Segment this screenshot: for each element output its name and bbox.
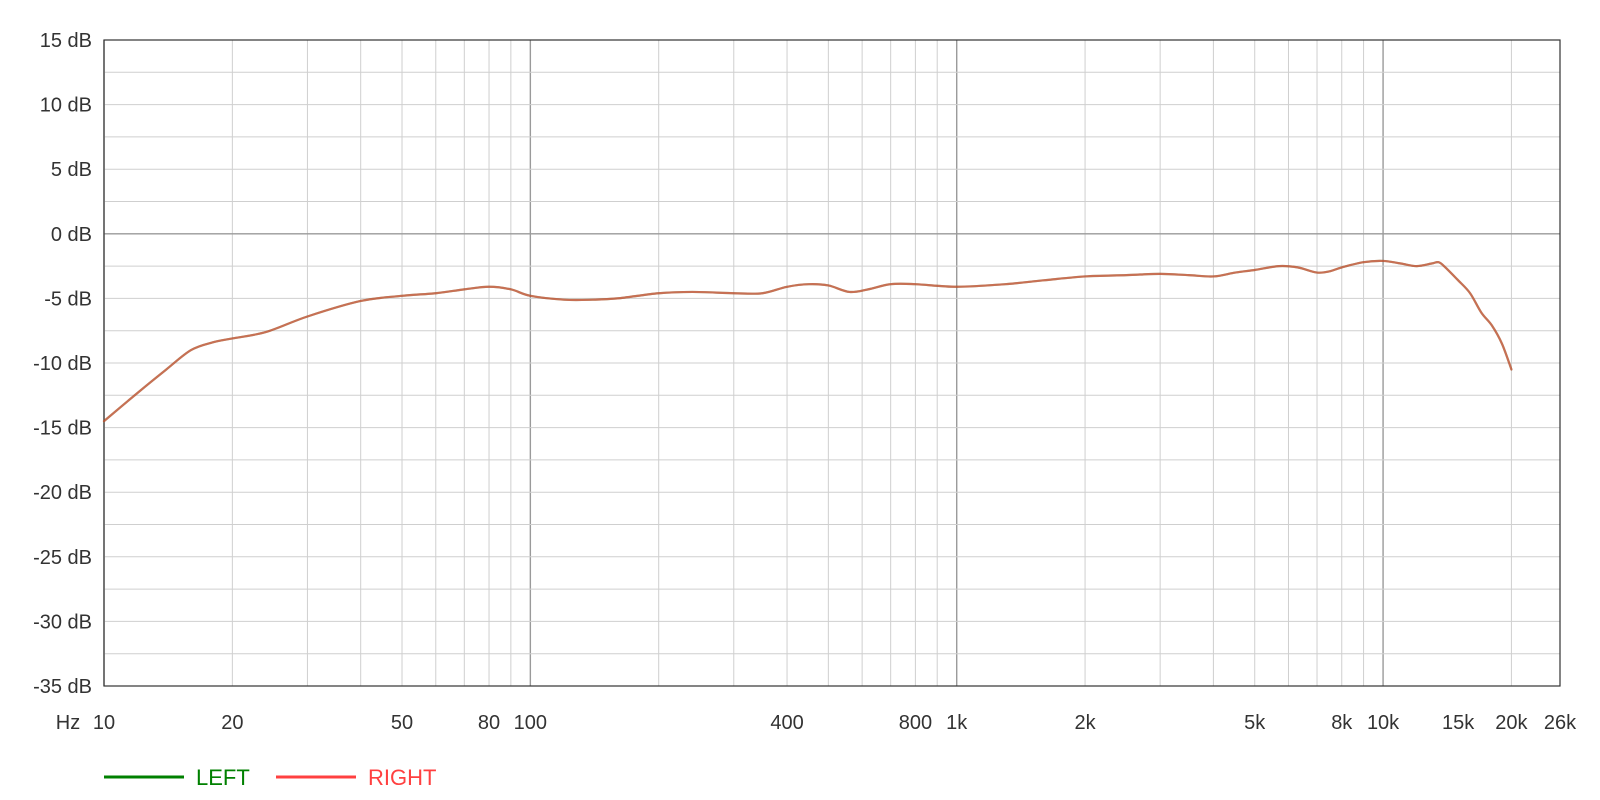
x-tick-label: 50 [391,712,413,734]
y-tick-label: -5 dB [44,288,92,310]
x-tick-label: 2k [1074,712,1096,734]
x-tick-label: 10k [1367,712,1400,734]
y-axis-ticks: 15 dB 10 dB 5 dB 0 dB -5 dB -10 dB -15 dB -20 d… [33,30,92,698]
x-tick-label: 15k [1442,712,1475,734]
x-tick-label: 100 [514,712,547,734]
y-tick-label: 10 dB [40,95,92,117]
x-tick-label: 5k [1244,712,1266,734]
y-tick-label: -15 dB [33,418,92,440]
x-axis-ticks: 10 20 50 80 100 400 800 1k 2k 5k 8k 10k 15k 20k 26k [93,712,1577,734]
series-lines [102,259,1513,423]
x-tick-label: 20k [1495,712,1528,734]
series-line-right [102,259,1513,423]
y-tick-label: -25 dB [33,547,92,569]
x-tick-label: 800 [899,712,932,734]
y-tick-label: 0 dB [51,224,92,246]
x-tick-label: 10 [93,712,115,734]
y-tick-label: -30 dB [33,611,92,633]
x-tick-label: 400 [770,712,803,734]
y-tick-label: 15 dB [40,30,92,52]
legend: LEFT RIGHT [104,765,436,790]
x-tick-label: 26k [1544,712,1577,734]
legend-left-label: LEFT [196,765,250,790]
legend-right-label: RIGHT [368,765,436,790]
x-tick-label: 80 [478,712,500,734]
x-tick-label: 8k [1331,712,1353,734]
x-tick-label: 20 [221,712,243,734]
y-tick-label: -10 dB [33,353,92,375]
x-tick-label: 1k [946,712,968,734]
plot-border [103,39,1561,687]
grid [103,39,1560,687]
y-tick-label: -35 dB [33,676,92,698]
x-axis-unit-label: Hz [56,712,80,734]
y-tick-label: -20 dB [33,482,92,504]
y-tick-label: 5 dB [51,159,92,181]
